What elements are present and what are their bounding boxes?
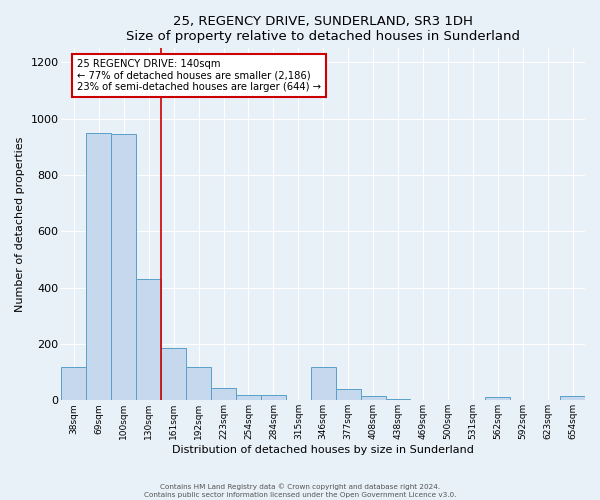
Title: 25, REGENCY DRIVE, SUNDERLAND, SR3 1DH
Size of property relative to detached hou: 25, REGENCY DRIVE, SUNDERLAND, SR3 1DH S… — [126, 15, 520, 43]
Bar — [386, 399, 410, 400]
Bar — [86, 133, 112, 400]
X-axis label: Distribution of detached houses by size in Sunderland: Distribution of detached houses by size … — [172, 445, 474, 455]
Bar — [361, 396, 386, 400]
Bar — [61, 366, 86, 400]
Bar — [261, 395, 286, 400]
Text: 25 REGENCY DRIVE: 140sqm
← 77% of detached houses are smaller (2,186)
23% of sem: 25 REGENCY DRIVE: 140sqm ← 77% of detach… — [77, 59, 321, 92]
Bar — [112, 134, 136, 400]
Bar — [485, 398, 510, 400]
Bar — [236, 395, 261, 400]
Bar — [136, 279, 161, 400]
Text: Contains HM Land Registry data © Crown copyright and database right 2024.
Contai: Contains HM Land Registry data © Crown c… — [144, 484, 456, 498]
Bar — [211, 388, 236, 400]
Bar — [560, 396, 585, 400]
Bar — [161, 348, 186, 401]
Bar — [335, 389, 361, 400]
Bar — [186, 366, 211, 400]
Bar — [311, 366, 335, 400]
Y-axis label: Number of detached properties: Number of detached properties — [15, 136, 25, 312]
